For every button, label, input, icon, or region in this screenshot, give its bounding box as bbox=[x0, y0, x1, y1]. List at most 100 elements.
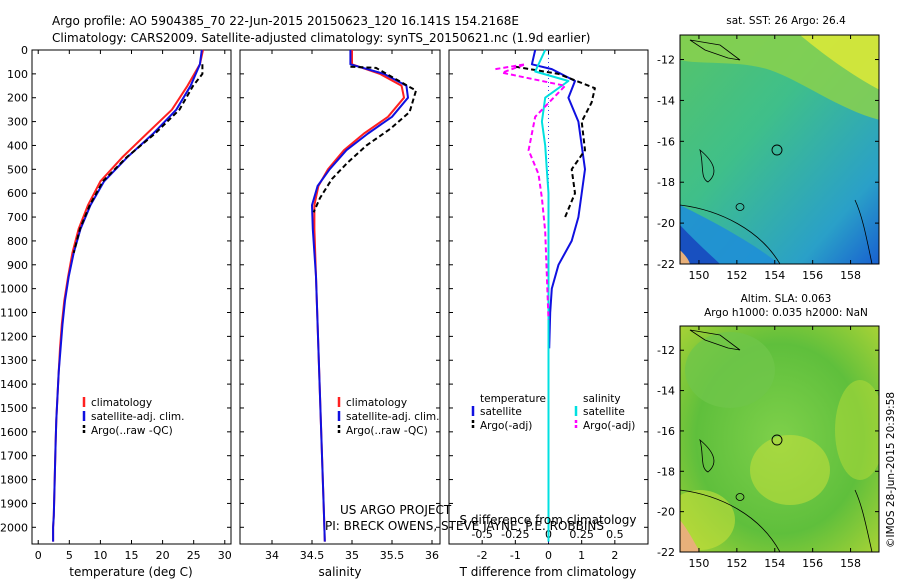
header-line-2: Climatology: CARS2009. Satellite-adjuste… bbox=[52, 31, 590, 45]
depth-tick-label: 200 bbox=[7, 92, 28, 105]
imos-watermark: ©IMOS 28-Jun-2015 20:39:58 bbox=[885, 392, 897, 548]
s-diff-tick-label: -0.25 bbox=[501, 528, 529, 541]
x-tick-label: 0 bbox=[35, 549, 42, 562]
depth-tick-label: 0 bbox=[21, 44, 28, 57]
map-y-tick-label: -16 bbox=[657, 425, 675, 438]
legend-t-satellite: satellite bbox=[480, 406, 522, 418]
legend-climatology: climatology bbox=[91, 397, 152, 409]
s-diff-tick-label: -0.5 bbox=[471, 528, 492, 541]
x-tick-label: 10 bbox=[93, 549, 107, 562]
temperature-panel bbox=[31, 49, 232, 545]
map-y-tick-label: -18 bbox=[657, 465, 675, 478]
legend-t-argo: Argo(-adj) bbox=[480, 420, 532, 432]
depth-tick-label: 700 bbox=[7, 211, 28, 224]
x-tick-label: 25 bbox=[187, 549, 201, 562]
map-y-tick-label: -20 bbox=[657, 506, 675, 519]
sst-map-title: sat. SST: 26 Argo: 26.4 bbox=[726, 15, 846, 27]
salinity-legend: climatology satellite-adj. clim. Argo(..… bbox=[337, 397, 439, 437]
series-line-4 bbox=[495, 63, 567, 320]
sst-map-frame bbox=[679, 34, 880, 265]
map-x-tick-label: 150 bbox=[688, 269, 709, 282]
x-tick-label: -2 bbox=[477, 549, 488, 562]
sla-map-axes: 150 152 154 156 158 -12 -14 -16 -18 -20 -22 bbox=[657, 326, 879, 570]
header-line-1: Argo profile: AO 5904385_70 22-Jun-2015 … bbox=[52, 14, 519, 28]
legend-argo: Argo(..raw -QC) bbox=[346, 425, 428, 437]
map-y-tick-label: -18 bbox=[657, 176, 675, 189]
map-y-tick-label: -12 bbox=[657, 54, 675, 67]
map-y-tick-label: -20 bbox=[657, 217, 675, 230]
depth-tick-label: 600 bbox=[7, 187, 28, 200]
legend-s-satellite: satellite bbox=[583, 406, 625, 418]
temperature-legend: climatology satellite-adj. clim. Argo(..… bbox=[82, 397, 184, 437]
legend-temperature-header: temperature bbox=[480, 393, 546, 405]
depth-tick-label: 1900 bbox=[0, 497, 28, 510]
depth-tick-label: 1700 bbox=[0, 450, 28, 463]
x-tick-label: 5 bbox=[66, 549, 73, 562]
x-tick-label: 15 bbox=[125, 549, 139, 562]
map-x-tick-label: 156 bbox=[802, 269, 823, 282]
x-tick-label: 35 bbox=[345, 549, 359, 562]
map-x-tick-label: 158 bbox=[840, 557, 861, 570]
x-tick-label: 30 bbox=[218, 549, 232, 562]
legend-satellite: satellite-adj. clim. bbox=[346, 411, 439, 423]
depth-tick-label: 1000 bbox=[0, 283, 28, 296]
depth-tick-label: 1500 bbox=[0, 402, 28, 415]
legend-argo: Argo(..raw -QC) bbox=[91, 425, 173, 437]
map-y-tick-label: -22 bbox=[657, 546, 675, 559]
temperature-xlabel: temperature (deg C) bbox=[69, 565, 192, 579]
depth-tick-label: 1800 bbox=[0, 474, 28, 487]
depth-axis: 0 100 200 300 400 500 600 700 800 900 1000 1100 1200… bbox=[0, 44, 28, 534]
x-tick-label: 2 bbox=[611, 549, 618, 562]
map-y-tick-label: -14 bbox=[657, 385, 675, 398]
map-y-tick-label: -22 bbox=[657, 258, 675, 271]
depth-tick-label: 400 bbox=[7, 139, 28, 152]
salinity-chart: 34 34.5 35 35.5 36 bbox=[240, 49, 440, 562]
legend-climatology: climatology bbox=[346, 397, 407, 409]
map-y-tick-label: -16 bbox=[657, 135, 675, 148]
legend-s-argo: Argo(-adj) bbox=[583, 420, 635, 432]
x-tick-label: 35.5 bbox=[380, 549, 405, 562]
series-line-1 bbox=[313, 50, 405, 542]
series-line-2 bbox=[52, 49, 203, 542]
map-x-tick-label: 154 bbox=[764, 557, 785, 570]
sst-map-axes: 150 152 154 156 158 -12 -14 -16 -18 -20 -22 bbox=[657, 35, 879, 282]
x-tick-label: 1 bbox=[578, 549, 585, 562]
x-tick-label: -1 bbox=[510, 549, 521, 562]
depth-tick-label: 300 bbox=[7, 116, 28, 129]
x-tick-label: 34.5 bbox=[300, 549, 325, 562]
difference-xlabel: T difference from climatology bbox=[459, 565, 637, 579]
sla-map-title: Altim. SLA: 0.063 bbox=[741, 293, 832, 305]
map-x-tick-label: 158 bbox=[840, 269, 861, 282]
depth-tick-label: 1300 bbox=[0, 354, 28, 367]
series-line-1 bbox=[530, 49, 586, 349]
difference-xlabel-salinity: S difference from climatology bbox=[460, 513, 637, 527]
project-title: US ARGO PROJECT bbox=[340, 503, 452, 517]
difference-legend: temperature salinity satellite Argo(-adj… bbox=[471, 393, 635, 432]
series-line-1 bbox=[52, 49, 204, 542]
map-x-tick-label: 152 bbox=[726, 557, 747, 570]
map-y-tick-label: -12 bbox=[657, 344, 675, 357]
x-tick-label: 36 bbox=[425, 549, 439, 562]
x-tick-label: 34 bbox=[265, 549, 279, 562]
depth-tick-label: 1100 bbox=[0, 307, 28, 320]
map-x-tick-label: 154 bbox=[764, 269, 785, 282]
depth-tick-label: 800 bbox=[7, 235, 28, 248]
map-x-tick-label: 152 bbox=[726, 269, 747, 282]
salinity-panel bbox=[239, 49, 441, 545]
depth-tick-label: 500 bbox=[7, 163, 28, 176]
project-pi: PI: BRECK OWENS, STEVE JAYNE, P.E. ROBBI… bbox=[325, 519, 604, 533]
sla-map-frame bbox=[679, 325, 880, 553]
legend-satellite: satellite-adj. clim. bbox=[91, 411, 184, 423]
legend-salinity-header: salinity bbox=[583, 393, 621, 405]
depth-tick-label: 100 bbox=[7, 68, 28, 81]
series-line-3 bbox=[72, 64, 204, 254]
sla-map bbox=[680, 326, 879, 552]
difference-chart: -2 -1 0 1 2-0.5 -0.25 0 0.25 0.5 bbox=[449, 49, 648, 562]
series-line-2 bbox=[515, 65, 596, 218]
salinity-xlabel: salinity bbox=[318, 565, 361, 579]
series-line-2 bbox=[311, 50, 409, 542]
map-y-tick-label: -14 bbox=[657, 94, 675, 107]
depth-tick-label: 2000 bbox=[0, 521, 28, 534]
temperature-chart: 0 5 10 15 20 25 30 bbox=[32, 49, 232, 562]
